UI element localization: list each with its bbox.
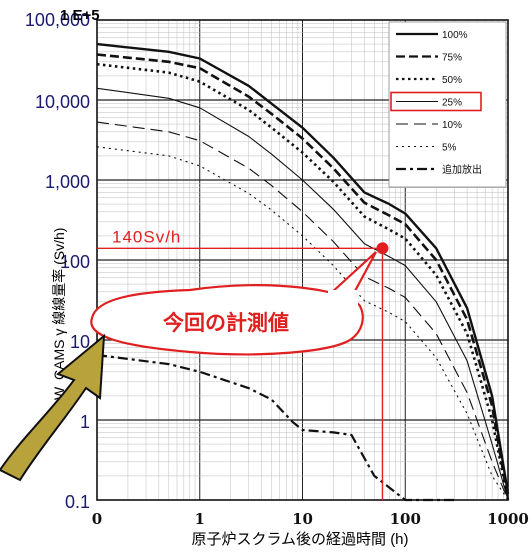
y-axis-ticks: 0.1 1 10 100 1,000 10,000 100,000	[25, 10, 90, 512]
legend-label: 追加放出	[442, 163, 482, 176]
y-tick-label: 100	[60, 252, 90, 272]
series-line-追加放出	[96, 353, 455, 502]
plot-frame	[96, 19, 509, 501]
callout-balloon: 今回の計測値	[90, 251, 377, 356]
y-axis-label-group: CAMS γ 線線量率 (Sv/h)	[51, 228, 67, 380]
curved-arrow-icon	[0, 333, 106, 482]
measured-annotation: 140Sv/h	[97, 227, 389, 500]
legend-label: 5%	[442, 143, 457, 154]
legend-highlight	[390, 91, 482, 112]
x-tick-label: 10	[292, 510, 313, 528]
y-tick-label: 10,000	[35, 92, 90, 112]
legend-label: 100%	[442, 30, 468, 41]
callout-text: 今回の計測値	[163, 311, 289, 335]
legend: 100% 75% 50% 25% 10% 5% 追加放出	[388, 21, 507, 188]
x-tick-label: 0	[92, 510, 102, 528]
measured-point	[376, 242, 389, 255]
y-tick-label: 1	[80, 412, 90, 432]
y-tick-label: 10	[70, 332, 90, 352]
series-line-75%	[96, 53, 510, 501]
series-line-25%	[96, 87, 509, 501]
x-axis-label: 原子炉スクラム後の経過時間 (h)	[191, 531, 408, 548]
measured-value-label: 140Sv/h	[112, 227, 181, 246]
legend-label: 25%	[442, 98, 462, 109]
x-tick-label: 1000	[487, 510, 529, 528]
legend-label: 10%	[442, 120, 462, 131]
series-line-10%	[96, 121, 509, 501]
series-line-100%	[96, 42, 510, 494]
legend-label: 50%	[442, 75, 462, 86]
x-tick-label: 100	[390, 510, 421, 528]
y-top-label: 1 E+5	[60, 7, 100, 24]
x-tick-label: 1	[195, 510, 205, 528]
x-axis-ticks: 0 1 10 100 1000	[92, 510, 529, 528]
y-axis-label: CAMS γ 線線量率 (Sv/h)	[51, 228, 67, 380]
legend-box	[388, 21, 507, 188]
y-tick-label: 1,000	[45, 172, 90, 192]
callout-joint	[328, 290, 358, 308]
y-tick-label: 100,000	[25, 10, 90, 30]
legend-label: 75%	[442, 53, 462, 64]
y-tick-label: 0.1	[65, 492, 90, 512]
series-line-50%	[96, 62, 510, 501]
